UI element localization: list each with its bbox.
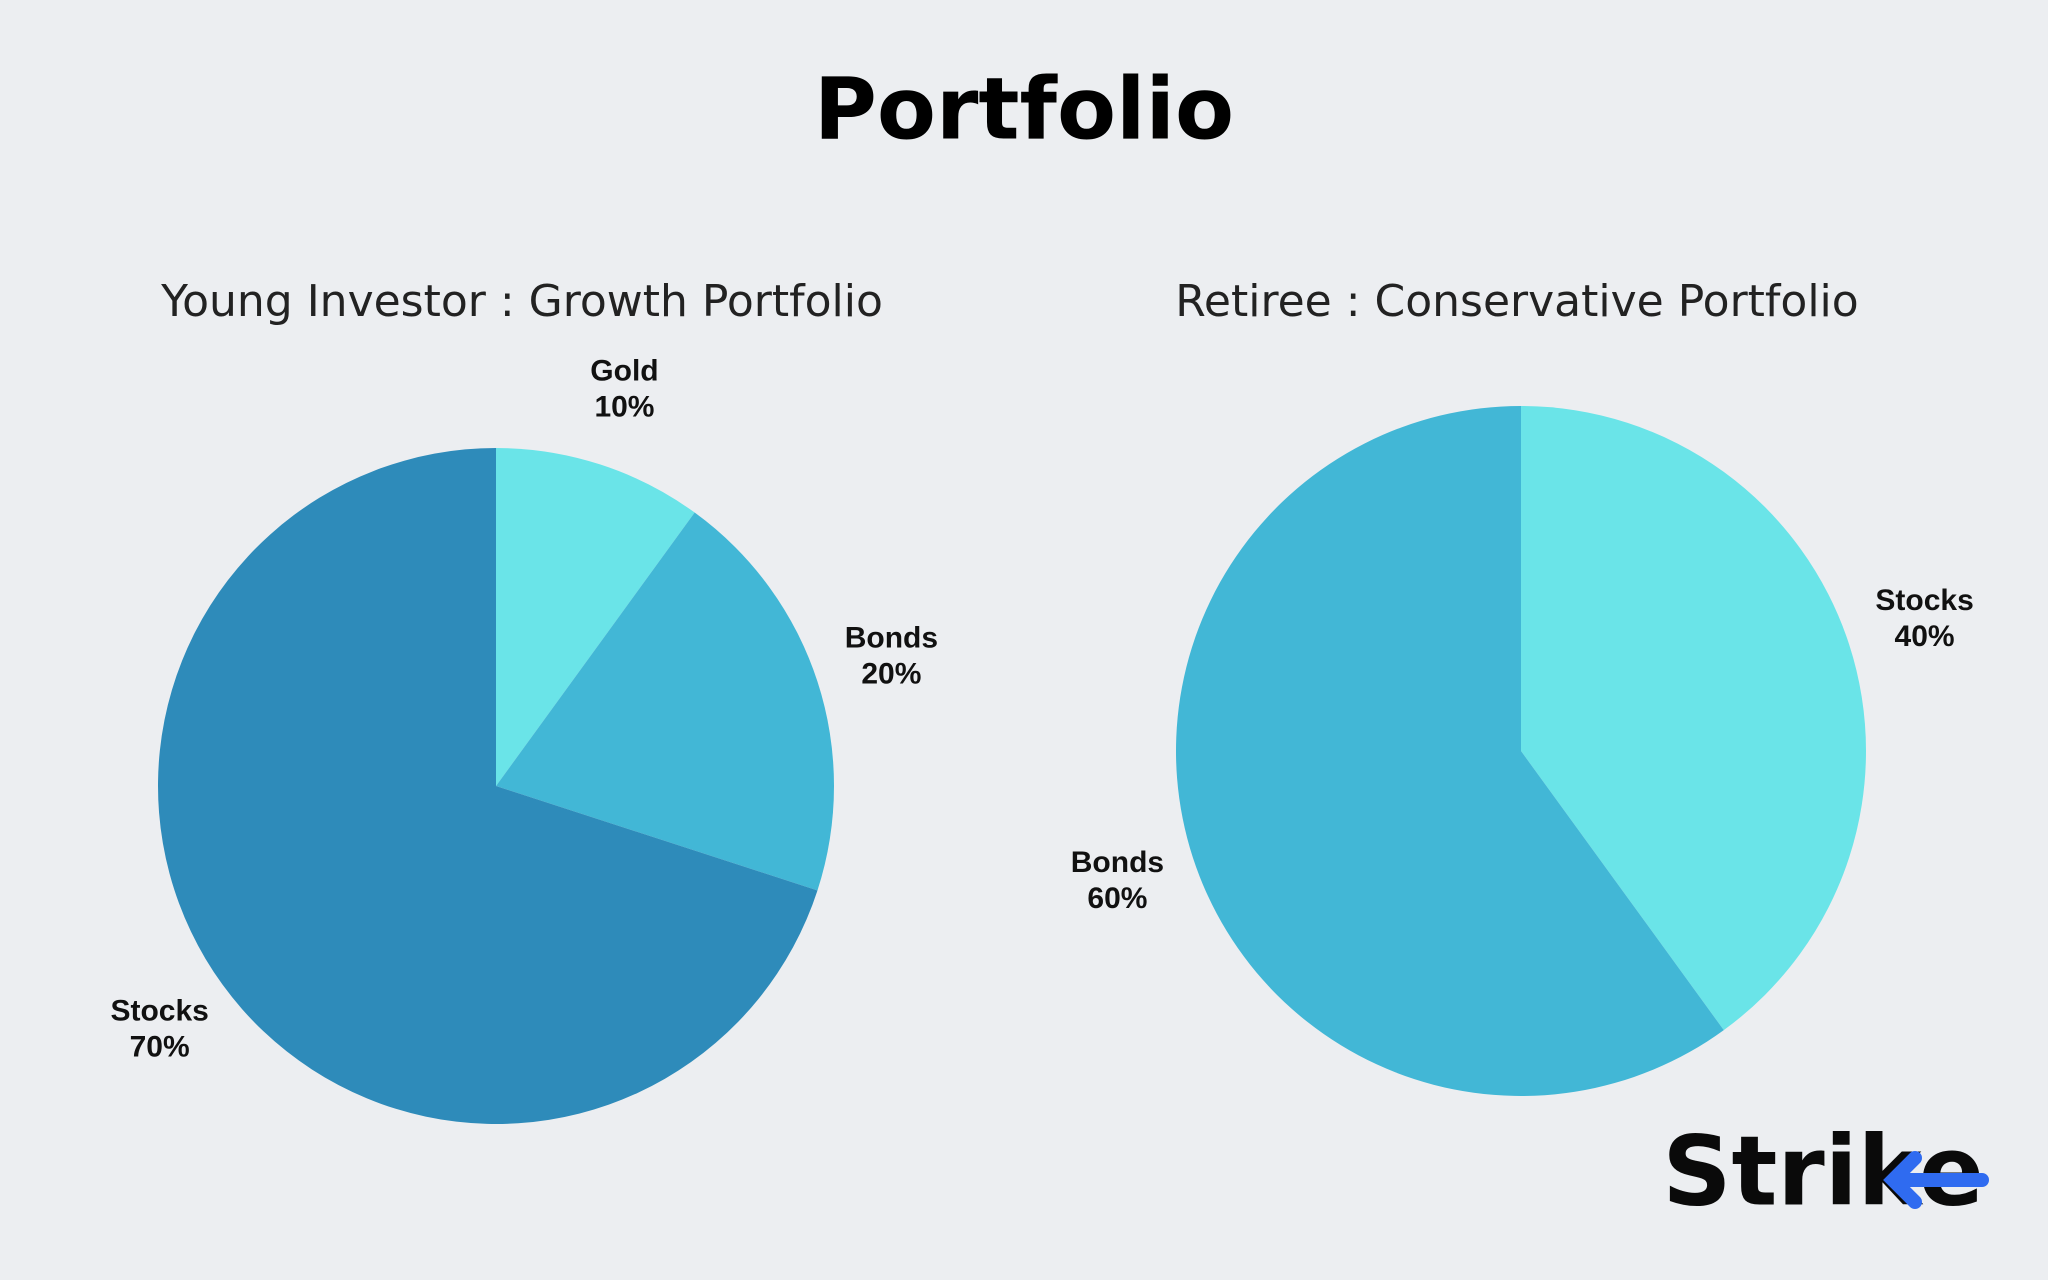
slice-value-label: 40% (1895, 620, 1955, 653)
slice-value-label: 60% (1087, 882, 1147, 915)
chart-title: Young Investor : Growth Portfolio (160, 276, 883, 327)
pie-slice (1175, 406, 1724, 1096)
logo-arrow (1883, 1151, 1989, 1209)
slice-value-label: 20% (861, 657, 921, 690)
chart-title: Retiree : Conservative Portfolio (1175, 276, 1858, 327)
brand-logo: Strike (1662, 1115, 1984, 1227)
pie-slice (496, 512, 834, 891)
slice-label: Stocks (110, 994, 208, 1027)
slice-label: Bonds (1071, 846, 1164, 879)
pie-slice (496, 448, 695, 786)
slice-label: Stocks (1875, 584, 1973, 617)
slice-value-label: 10% (594, 391, 654, 424)
pie-slice (1521, 406, 1866, 1031)
page-title: Portfolio (814, 59, 1234, 159)
slice-label: Bonds (845, 621, 938, 654)
slice-value-label: 70% (130, 1030, 190, 1063)
slice-label: Gold (590, 355, 658, 388)
pie-slice (158, 448, 818, 1124)
